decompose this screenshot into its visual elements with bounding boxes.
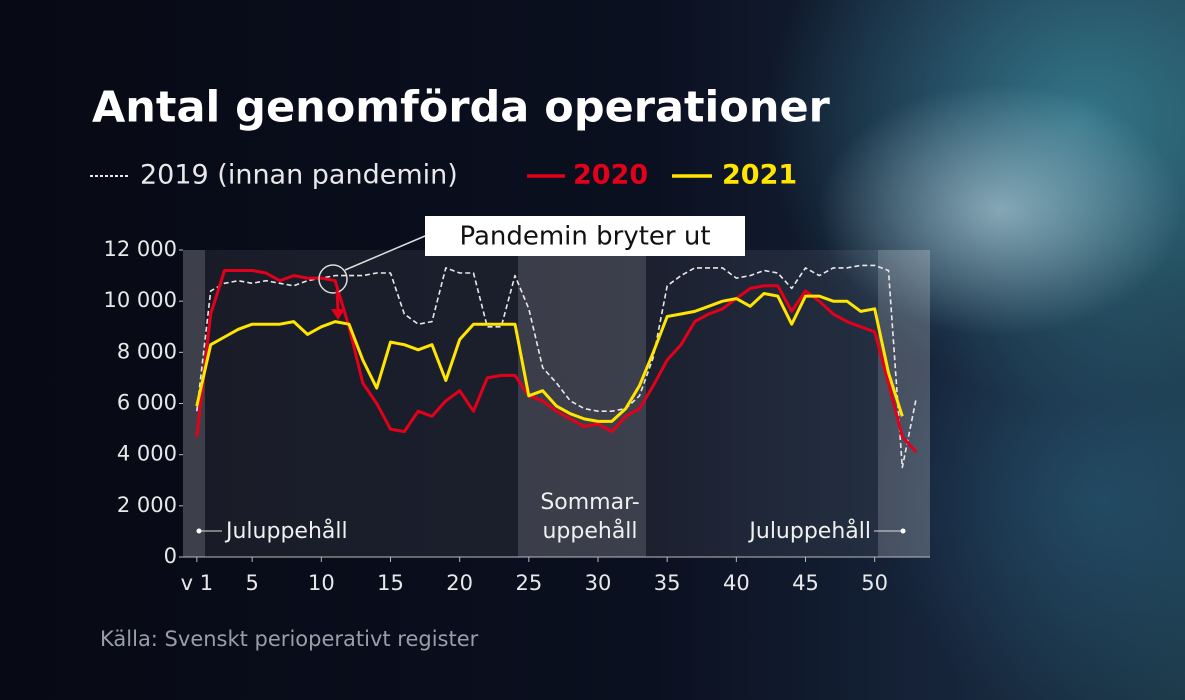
- arrow: [335, 289, 340, 313]
- x-tick-label: 5: [245, 571, 258, 595]
- x-tick-label: 10: [308, 571, 335, 595]
- callout-box: [425, 216, 745, 256]
- holiday-label: Juluppehåll: [747, 518, 871, 544]
- legend: 2019 (innan pandemin) 2020 2021: [90, 160, 797, 191]
- source: Källa: Svenskt perioperativt register: [100, 627, 479, 651]
- holiday-label: Juluppehåll: [224, 518, 348, 544]
- series-line: [196, 264, 917, 469]
- x-tick-label: 30: [585, 571, 612, 595]
- lines: [195, 264, 918, 469]
- y-tick-label: 12 000: [104, 237, 177, 261]
- x-tick-label: 35: [654, 571, 681, 595]
- holiday-dot: [900, 528, 906, 534]
- y-tick-label: 4 000: [117, 442, 177, 466]
- holiday-dot: [196, 528, 202, 534]
- series-line: [195, 292, 904, 423]
- event-circle: [318, 264, 348, 294]
- x-tick-label: 45: [792, 571, 819, 595]
- legend-label: 2021: [722, 160, 797, 191]
- holiday-band: [183, 250, 205, 557]
- holiday-label: Sommar-: [540, 490, 639, 515]
- x-tick-label: 15: [377, 571, 404, 595]
- callout-text: Pandemin bryter ut: [459, 222, 710, 252]
- y-tick-label: 8 000: [117, 339, 177, 363]
- axes: 0 2 000 4 000 6 000 8 000 10 000 12 000 v 1 5 10 1…: [104, 237, 930, 595]
- y-tick-label: 0: [164, 544, 177, 568]
- x-tick-label: 25: [515, 571, 542, 595]
- x-tick-label: 20: [446, 571, 473, 595]
- y-tick-label: 2 000: [117, 493, 177, 517]
- x-tick-label: 40: [723, 571, 750, 595]
- plot-panel: [183, 250, 930, 557]
- x-tick-label: 50: [861, 571, 888, 595]
- legend-label: 2020: [573, 160, 648, 191]
- legend-label: 2019 (innan pandemin): [140, 160, 458, 191]
- holiday-band: [518, 250, 646, 557]
- x-tick-label: v 1: [181, 571, 213, 595]
- holiday-label: uppehåll: [542, 518, 637, 544]
- holiday-band: [878, 250, 930, 557]
- chart-title: Antal genomförda operationer: [92, 83, 831, 133]
- y-tick-label: 6 000: [117, 391, 177, 415]
- callout-line: [344, 235, 426, 271]
- arrow-head: [331, 309, 345, 320]
- series-line: [195, 269, 918, 454]
- y-tick-label: 10 000: [104, 288, 177, 312]
